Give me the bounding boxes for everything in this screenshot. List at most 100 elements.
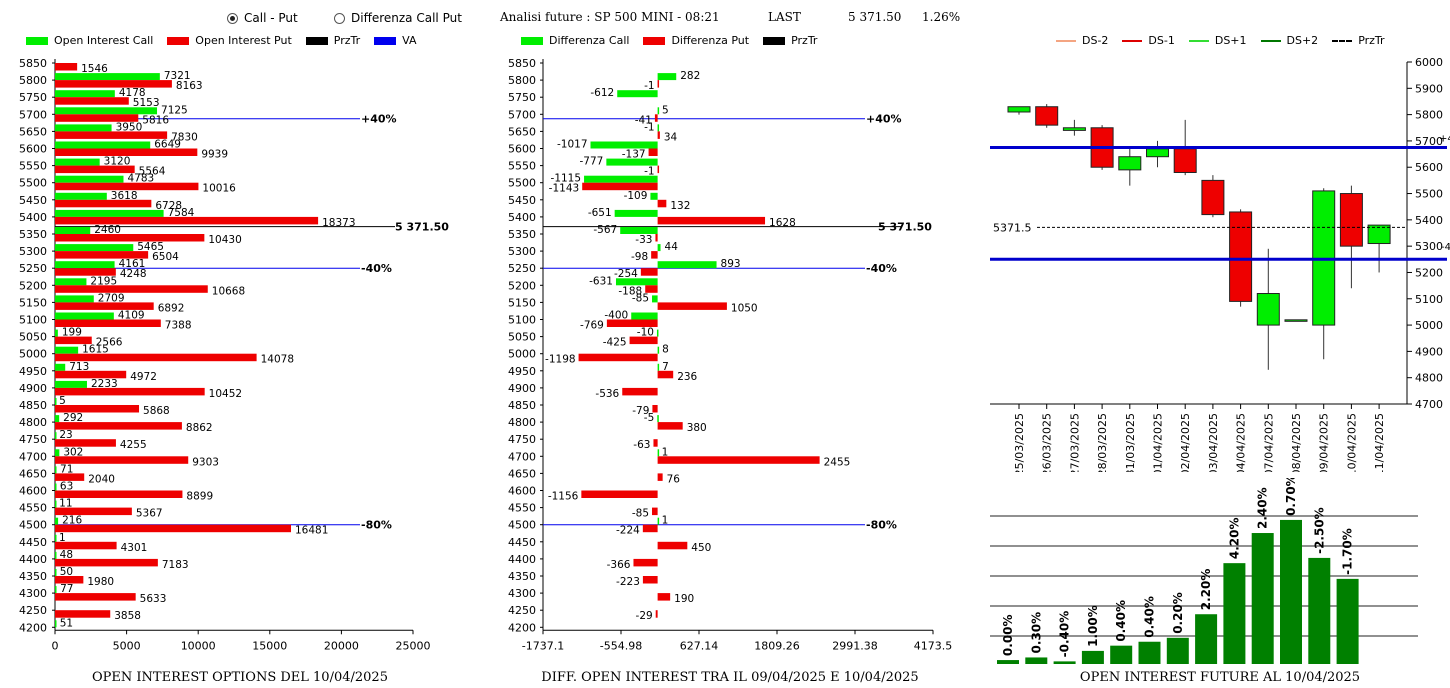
y-tick-label: 4800 xyxy=(508,416,536,429)
put-bar xyxy=(55,165,135,174)
put-bar xyxy=(55,336,92,345)
call-bar xyxy=(55,312,114,320)
call-bar xyxy=(55,227,91,234)
y-tick-label: 4600 xyxy=(19,485,47,498)
y-tick-label: 4950 xyxy=(19,365,47,378)
put-bar xyxy=(55,131,168,139)
call-bar-label: 3950 xyxy=(116,121,143,133)
candle-body xyxy=(1284,319,1308,322)
call-bar-label: -651 xyxy=(588,207,612,219)
radio-call-put-dot[interactable] xyxy=(227,12,238,24)
call-bar xyxy=(55,346,79,354)
candle-body xyxy=(1035,106,1059,126)
put-bar xyxy=(55,353,257,362)
candle-body xyxy=(1146,148,1169,158)
call-bar-label: 2233 xyxy=(91,378,118,390)
call-bar xyxy=(606,158,658,166)
y-tick-label: 4550 xyxy=(19,502,47,515)
put-bar-label: 2040 xyxy=(88,473,115,485)
future-bar xyxy=(1280,519,1302,664)
put-bar-label: -41 xyxy=(635,114,652,126)
candle-body xyxy=(1229,211,1253,302)
put-bar-label: 5868 xyxy=(143,405,170,417)
future-bar-label: 0.70% xyxy=(1284,478,1298,516)
annotation-label: +40% xyxy=(361,113,397,126)
legend-label: PrzTr xyxy=(333,34,361,47)
call-bar-label: -10 xyxy=(637,327,654,339)
put-bar-label: -188 xyxy=(618,285,642,297)
put-bar xyxy=(55,63,78,71)
put-bar xyxy=(55,576,84,584)
radio-differenza-dot[interactable] xyxy=(334,12,345,24)
put-bar-label: 5633 xyxy=(140,593,167,605)
legend-label: Differenza Call xyxy=(549,34,630,47)
call-bar xyxy=(584,175,658,183)
x-tick-label: 04/04/2025 xyxy=(1235,413,1248,472)
call-bar xyxy=(55,569,57,576)
put-bar-label: 8899 xyxy=(186,491,213,503)
legend-swatch xyxy=(521,36,543,45)
y-tick-label: 5700 xyxy=(19,108,47,121)
call-bar xyxy=(590,141,658,149)
put-bar xyxy=(648,148,658,156)
y-tick-label: 4550 xyxy=(508,502,536,515)
y-tick-label: 5400 xyxy=(508,211,536,224)
y-tick-label: 5500 xyxy=(508,177,536,190)
put-bar-label: 1050 xyxy=(731,302,758,314)
call-bar xyxy=(55,363,66,371)
put-bar xyxy=(55,524,292,533)
put-bar-label: 6728 xyxy=(155,200,182,212)
legend-item: PrzTr xyxy=(305,34,361,47)
put-bar-label: 4301 xyxy=(121,542,148,554)
call-bar-label: -1115 xyxy=(551,173,582,185)
y-tick-label: 5400 xyxy=(1415,214,1443,227)
call-bar xyxy=(657,107,660,115)
candle-body xyxy=(1367,224,1391,245)
put-bar-label: -1143 xyxy=(549,183,580,195)
future-bar xyxy=(997,660,1019,664)
call-bar xyxy=(55,483,57,491)
put-bar-label: 10668 xyxy=(212,285,245,297)
x-tick-label: 09/04/2025 xyxy=(1318,413,1331,472)
put-bar xyxy=(655,234,658,242)
radio-differenza[interactable]: Differenza Call Put xyxy=(334,11,462,25)
candle-body xyxy=(1339,193,1363,247)
put-bar-label: 132 xyxy=(670,200,690,212)
put-bar-label: -224 xyxy=(616,525,640,537)
put-bar xyxy=(55,97,129,105)
put-bar xyxy=(606,319,658,327)
put-bar xyxy=(55,80,172,88)
y-tick-label: 5000 xyxy=(1415,319,1443,332)
put-bar xyxy=(55,593,136,601)
y-tick-label: 4700 xyxy=(19,450,47,463)
call-bar xyxy=(55,278,87,286)
call-bar-label: -5 xyxy=(644,412,654,424)
y-tick-label: 5600 xyxy=(508,143,536,156)
call-bar xyxy=(657,415,659,423)
caption-left: OPEN INTEREST OPTIONS DEL 10/04/2025 xyxy=(92,670,388,685)
put-bar xyxy=(55,148,198,156)
put-bar-label: -1156 xyxy=(548,491,579,503)
call-bar xyxy=(55,620,57,628)
call-bar-label: 71 xyxy=(60,463,73,475)
y-tick-label: 4350 xyxy=(19,570,47,583)
call-bar xyxy=(55,415,60,423)
put-bar xyxy=(657,199,667,208)
future-bar xyxy=(1166,637,1189,664)
call-bar-label: 8 xyxy=(662,344,669,356)
radio-call-put[interactable]: Call - Put xyxy=(227,11,298,25)
x-tick-label: 08/04/2025 xyxy=(1290,413,1303,472)
put-bar-label: 8163 xyxy=(176,80,203,92)
legend-label: VA xyxy=(402,34,417,47)
put-bar-label: 7183 xyxy=(162,559,189,571)
put-bar-label: 1546 xyxy=(81,63,108,75)
legend-swatch xyxy=(305,36,328,45)
put-bar xyxy=(55,405,140,413)
right-mark-label: -40 xyxy=(1441,242,1450,253)
y-tick-label: 5200 xyxy=(508,279,536,292)
header-title: Analisi future : SP 500 MINI - 08:21 xyxy=(500,10,720,24)
call-bar xyxy=(55,517,59,525)
put-bar xyxy=(654,114,658,122)
put-bar-label: -33 xyxy=(635,234,652,246)
call-bar xyxy=(615,278,658,286)
